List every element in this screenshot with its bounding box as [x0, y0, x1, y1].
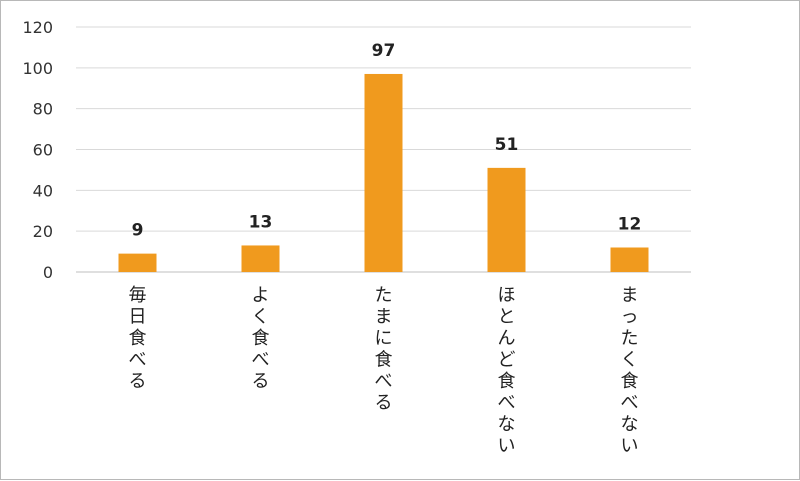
- bar: [364, 73, 403, 272]
- bar: [118, 253, 157, 272]
- category-label: たまに食べる: [375, 285, 393, 414]
- data-label: 13: [249, 212, 273, 232]
- y-tick-label: 100: [22, 59, 53, 78]
- category-label: ほとんど食べない: [498, 285, 516, 457]
- category-label: よく食べる: [252, 285, 270, 392]
- y-tick-label: 0: [43, 263, 53, 282]
- data-label: 9: [132, 221, 144, 241]
- y-tick-label: 40: [33, 181, 53, 200]
- bars: [118, 73, 649, 272]
- data-label: 12: [618, 215, 642, 235]
- data-label: 51: [495, 135, 519, 155]
- data-label: 97: [372, 41, 396, 61]
- bar: [610, 247, 649, 272]
- bar: [241, 245, 280, 272]
- bar: [487, 167, 526, 272]
- y-axis-tick-labels: 0 20 40 60 80 100 120: [22, 18, 53, 282]
- y-tick-label: 60: [33, 141, 53, 160]
- category-labels: 毎日食べる よく食べる たまに食べる ほとんど食べない まったく食べない: [129, 285, 639, 457]
- category-label: 毎日食べる: [129, 285, 147, 392]
- y-tick-label: 80: [33, 100, 53, 119]
- y-tick-label: 20: [33, 222, 53, 241]
- category-label: まったく食べない: [621, 285, 639, 457]
- y-tick-label: 120: [22, 18, 53, 37]
- data-labels: 9 13 97 51 12: [132, 41, 642, 241]
